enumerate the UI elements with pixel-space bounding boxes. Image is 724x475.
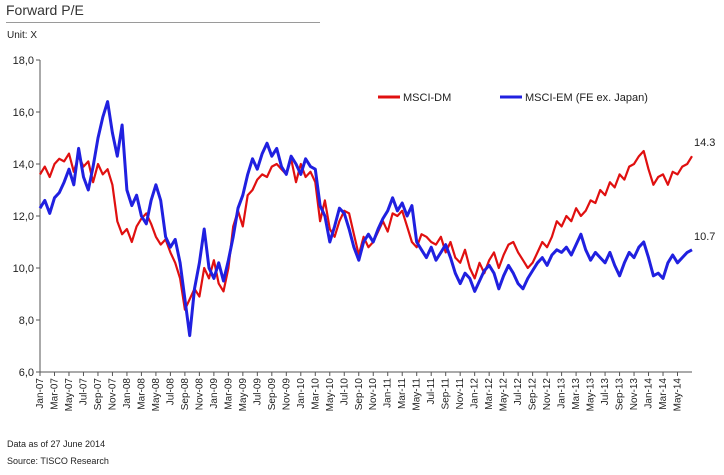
x-tick-label: Mar-07 bbox=[49, 378, 60, 410]
legend-label-msci-em: MSCI-EM (FE ex. Japan) bbox=[525, 92, 648, 104]
unit-label: Unit: X bbox=[7, 30, 38, 41]
x-tick-label: May-10 bbox=[325, 378, 336, 412]
x-tick-label: May-09 bbox=[238, 378, 249, 412]
x-tick-label: May-12 bbox=[499, 378, 510, 412]
x-tick-label: Jul-08 bbox=[165, 378, 176, 406]
x-tick-label: Sep-07 bbox=[93, 378, 104, 411]
x-tick-label: Nov-13 bbox=[629, 378, 640, 411]
x-tick-label: Nov-07 bbox=[107, 378, 118, 411]
y-tick-label: 6,0 bbox=[19, 367, 34, 379]
x-tick-label: Mar-12 bbox=[484, 378, 495, 410]
x-tick-label: Sep-08 bbox=[180, 378, 191, 411]
x-tick-label: Jan-12 bbox=[470, 378, 481, 409]
x-tick-label: Jan-08 bbox=[122, 378, 133, 409]
x-tick-label: Jan-10 bbox=[296, 378, 307, 409]
x-tick-label: Sep-13 bbox=[615, 378, 626, 411]
x-tick-label: May-08 bbox=[151, 378, 162, 412]
msci-dm-line bbox=[39, 149, 693, 311]
x-tick-label: Mar-13 bbox=[571, 378, 582, 410]
y-tick-label: 14,0 bbox=[13, 159, 34, 171]
msci-dm-end-label: 14.3 bbox=[694, 137, 715, 149]
x-tick-label: Mar-10 bbox=[310, 378, 321, 410]
x-tick-label: Mar-09 bbox=[223, 378, 234, 410]
x-tick-label: Jan-11 bbox=[383, 378, 394, 408]
x-tick-label: Mar-14 bbox=[658, 378, 669, 410]
x-tick-label: Nov-09 bbox=[281, 378, 292, 411]
y-tick-label: 16,0 bbox=[13, 107, 34, 119]
x-tick-label: Nov-12 bbox=[542, 378, 553, 411]
x-tick-label: Sep-09 bbox=[267, 378, 278, 411]
x-tick-label: Jan-09 bbox=[209, 378, 220, 409]
x-tick-label: Sep-10 bbox=[354, 378, 365, 411]
x-tick-label: Jan-07 bbox=[35, 378, 46, 409]
y-tick-label: 12,0 bbox=[13, 211, 34, 223]
x-tick-label: May-13 bbox=[586, 378, 597, 412]
data-date-note: Data as of 27 June 2014 bbox=[7, 439, 106, 449]
x-tick-label: May-11 bbox=[412, 378, 423, 411]
x-tick-label: May-14 bbox=[673, 378, 684, 412]
x-tick-label: Mar-11 bbox=[397, 378, 408, 409]
x-tick-label: Mar-08 bbox=[136, 378, 147, 410]
msci-em-line bbox=[38, 100, 693, 338]
x-tick-label: May-07 bbox=[64, 378, 75, 412]
msci-em-end-label: 10.7 bbox=[694, 231, 715, 243]
x-tick-label: Jul-07 bbox=[78, 378, 89, 406]
line-chart: 6,0 8,0 10,0 12,0 14,0 16,0 18,0 Jan-07 Mar-07 Ma… bbox=[13, 55, 716, 412]
source-note: Source: TISCO Research bbox=[7, 456, 109, 466]
x-tick-label: Jul-12 bbox=[513, 378, 524, 406]
x-tick-label: Nov-11 bbox=[455, 378, 466, 410]
x-tick-label: Jul-11 bbox=[426, 378, 437, 405]
legend-label-msci-dm: MSCI-DM bbox=[403, 92, 451, 104]
x-tick-label: Nov-08 bbox=[194, 378, 205, 411]
title-underline bbox=[6, 22, 320, 23]
x-tick-label: Sep-11 bbox=[441, 378, 452, 410]
x-tick-label: Jul-10 bbox=[339, 378, 350, 406]
y-tick-label: 18,0 bbox=[13, 55, 34, 67]
x-tick-label: Jul-09 bbox=[252, 378, 263, 406]
x-tick-label: Jul-13 bbox=[600, 378, 611, 406]
x-tick-label: Jan-14 bbox=[644, 378, 655, 409]
x-tick-label: Nov-10 bbox=[368, 378, 379, 411]
x-tick-label: Sep-12 bbox=[528, 378, 539, 411]
chart-title: Forward P/E bbox=[6, 2, 84, 18]
x-tick-label: Jan-13 bbox=[557, 378, 568, 409]
y-tick-label: 8,0 bbox=[19, 315, 34, 327]
y-tick-label: 10,0 bbox=[13, 263, 34, 275]
